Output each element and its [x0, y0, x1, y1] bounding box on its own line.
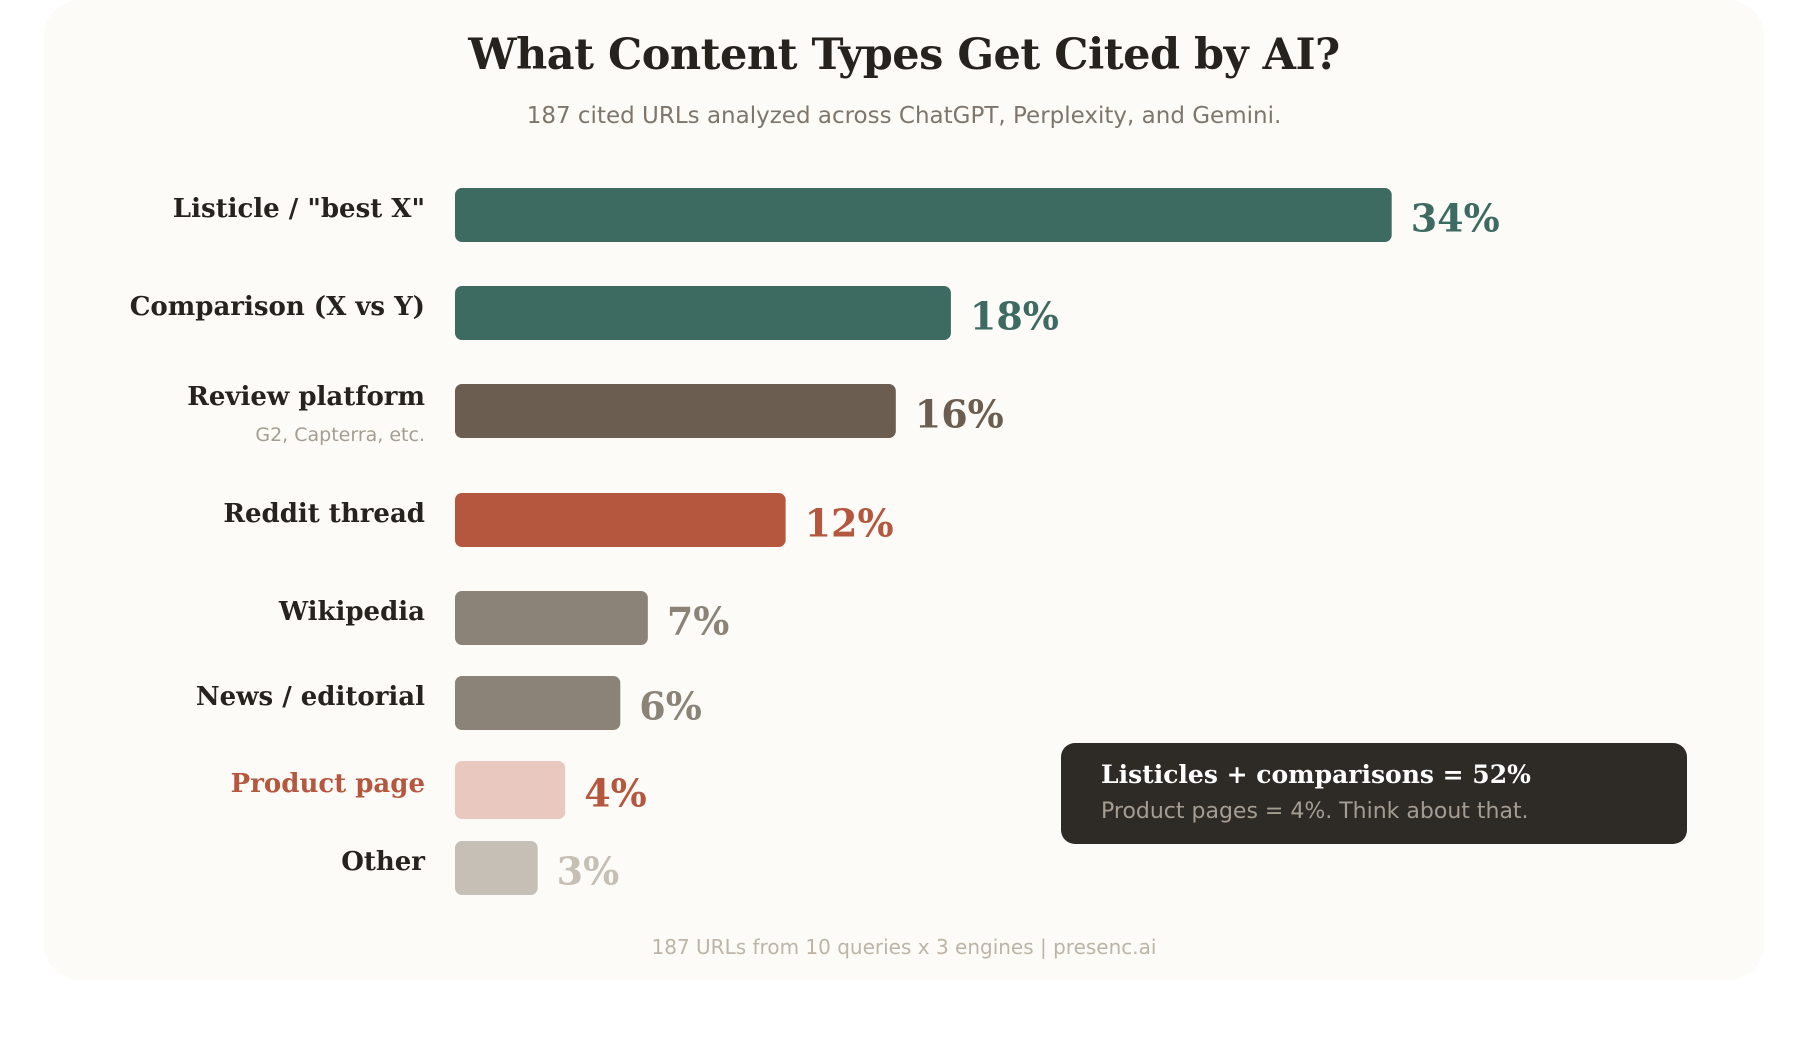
- value-label-review-platform: 16%: [915, 392, 1004, 437]
- value-label-reddit-thread: 12%: [805, 501, 894, 546]
- category-label-news-editorial: News / editorial: [196, 682, 425, 712]
- value-label-wikipedia: 7%: [667, 599, 730, 644]
- chart-subtitle: 187 cited URLs analyzed across ChatGPT, …: [526, 103, 1282, 129]
- category-note-review-platform: G2, Capterra, etc.: [255, 424, 425, 446]
- category-label-comparison-x-vs-y: Comparison (X vs Y): [130, 292, 425, 322]
- bar-listicle-best-x: [455, 188, 1392, 242]
- bar-wikipedia: [455, 591, 648, 645]
- category-label-product-page: Product page: [231, 769, 425, 799]
- category-label-other: Other: [341, 847, 425, 877]
- value-label-other: 3%: [557, 849, 620, 894]
- category-label-review-platform: Review platform: [187, 382, 425, 412]
- bar-product-page: [455, 761, 566, 819]
- category-label-reddit-thread: Reddit thread: [223, 499, 425, 529]
- bar-comparison-x-vs-y: [455, 286, 951, 340]
- bar-news-editorial: [455, 676, 621, 730]
- value-label-comparison-x-vs-y: 18%: [970, 294, 1059, 339]
- bar-other: [455, 841, 538, 895]
- bar-reddit-thread: [455, 493, 786, 547]
- callout-headline: Listicles + comparisons = 52%: [1101, 760, 1531, 789]
- bar-review-platform: [455, 384, 896, 438]
- chart-title: What Content Types Get Cited by AI?: [468, 30, 1340, 80]
- value-label-listicle-best-x: 34%: [1411, 196, 1500, 241]
- callout-subtext: Product pages = 4%. Think about that.: [1101, 799, 1529, 824]
- chart-footer: 187 URLs from 10 queries x 3 engines | p…: [651, 935, 1157, 959]
- value-label-product-page: 4%: [584, 771, 647, 816]
- category-label-wikipedia: Wikipedia: [278, 597, 425, 627]
- category-label-listicle-best-x: Listicle / "best X": [173, 194, 425, 224]
- insight-callout: Listicles + comparisons = 52% Product pa…: [1061, 743, 1687, 844]
- value-label-news-editorial: 6%: [639, 684, 702, 729]
